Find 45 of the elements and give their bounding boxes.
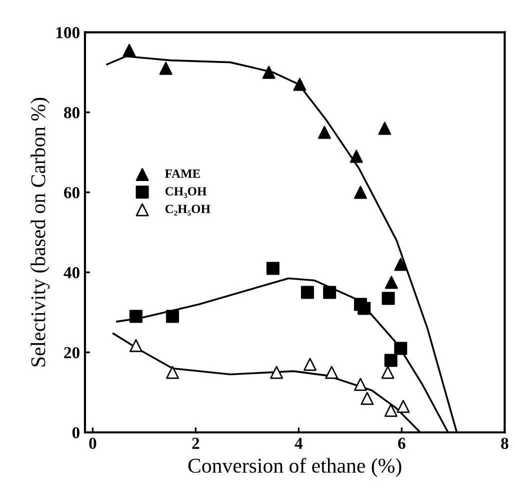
point xyxy=(129,310,142,323)
y-tick-label: 100 xyxy=(56,27,80,38)
point xyxy=(360,392,374,405)
point xyxy=(266,262,280,275)
y-tick-label: 60 xyxy=(64,187,80,198)
y-tick-label: 20 xyxy=(64,347,80,358)
point xyxy=(384,404,398,417)
point xyxy=(323,286,336,299)
point xyxy=(325,366,338,379)
point xyxy=(378,122,392,135)
point xyxy=(381,366,394,379)
point xyxy=(122,44,136,57)
x-tick-label: 8 xyxy=(501,438,508,449)
x-tick-label: 4 xyxy=(294,438,303,449)
point xyxy=(293,78,306,91)
point xyxy=(396,400,410,413)
point xyxy=(166,310,180,323)
point xyxy=(394,258,408,271)
point xyxy=(354,186,368,199)
x-tick-label: 6 xyxy=(398,438,406,449)
point xyxy=(354,378,368,391)
y-tick-label: 80 xyxy=(64,107,80,118)
point xyxy=(159,62,172,75)
point xyxy=(262,66,276,79)
point xyxy=(300,286,314,299)
point xyxy=(384,276,398,289)
y-axis-title: Selectivity (based on Carbon %) xyxy=(30,98,50,366)
y-tick-label: 40 xyxy=(64,267,80,278)
point xyxy=(304,358,317,371)
point xyxy=(382,292,395,305)
point xyxy=(384,354,398,367)
legend-label: CH₃OH xyxy=(165,187,207,198)
point xyxy=(318,126,331,139)
x-axis-title: Conversion of ethane (%) xyxy=(188,458,402,478)
legend-label: FAME xyxy=(165,169,200,178)
x-tick-label: 0 xyxy=(89,438,96,449)
x-tick-label: 2 xyxy=(192,438,200,449)
point xyxy=(129,339,142,352)
point xyxy=(394,342,408,355)
y-tick-label: 0 xyxy=(72,427,80,438)
point xyxy=(350,150,363,163)
point xyxy=(270,366,284,379)
point xyxy=(166,366,180,379)
point xyxy=(358,302,371,315)
legend-label: C₂H₅OH xyxy=(165,204,210,216)
